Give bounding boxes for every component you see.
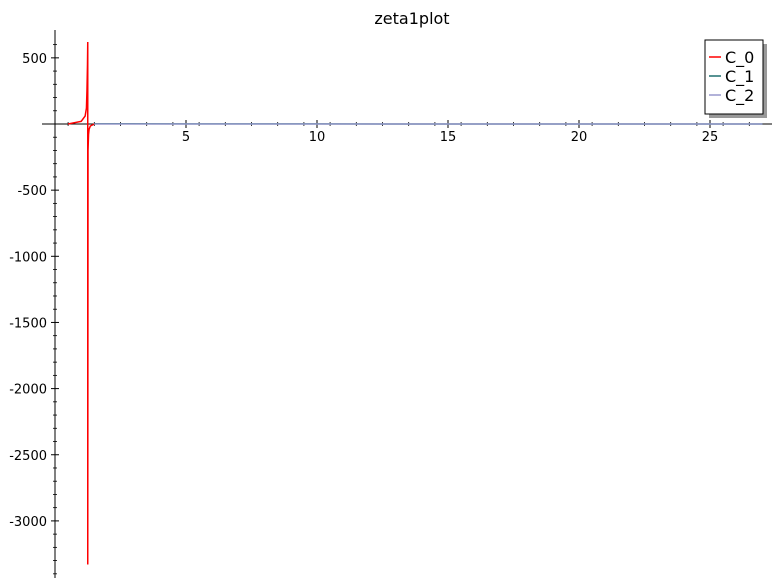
y-tick-label: -2500 [9,449,47,464]
ticks: 5 10 15 20 25 500 -500 -1000 -1500 -2000 -2500 -300… [9,44,750,575]
y-tick-label: 500 [22,52,47,67]
axes [42,30,772,578]
x-tick-label: 5 [182,130,190,145]
legend: C_0C_1C_2 [704,39,767,118]
y-tick-label: -1500 [9,316,47,331]
y-tick-label: -2000 [9,383,47,398]
x-tick-label: 15 [440,130,457,145]
y-tick-label: -500 [17,184,47,199]
y-tick-label: -3000 [9,515,47,530]
x-tick-label: 10 [309,130,326,145]
series-line-C_0 [67,41,95,565]
legend-box [704,39,764,115]
chart-title: zeta1plot [374,9,449,28]
legend-label: C_2 [725,86,754,106]
legend-label: C_0 [725,48,754,68]
x-tick-label: 20 [571,130,588,145]
legend-label: C_1 [725,67,754,87]
y-tick-label: -1000 [9,250,47,265]
x-tick-label: 25 [702,130,719,145]
series-group [67,41,763,565]
